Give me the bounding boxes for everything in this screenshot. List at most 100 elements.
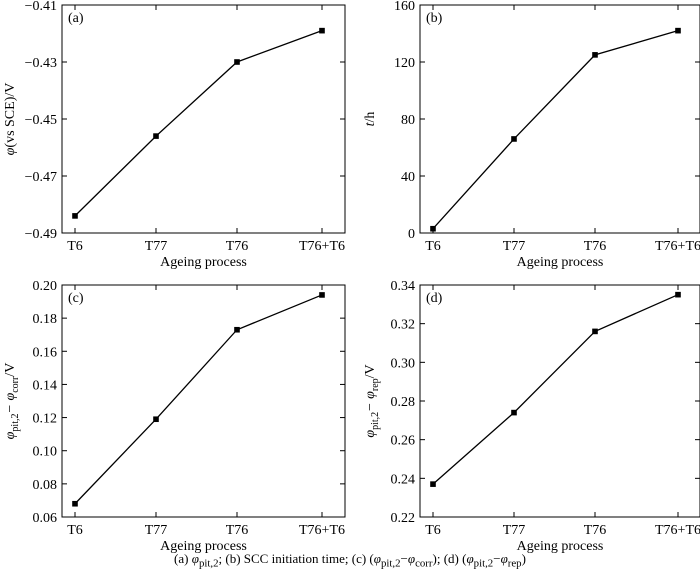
y-tick-label: −0.45 xyxy=(25,113,57,128)
x-tick-label: T76+T6 xyxy=(655,239,700,254)
caption-c-minus: − xyxy=(400,551,408,566)
panel-label: (c) xyxy=(68,291,84,306)
y-axis-label-unit: /h xyxy=(363,112,378,123)
y-tick-label: 0.06 xyxy=(33,511,58,526)
y-tick-label: 0.26 xyxy=(391,434,416,449)
y-tick-label: −0.49 xyxy=(25,227,57,242)
y-axis-label: φpit,2− φcorr/V xyxy=(3,363,21,440)
data-point xyxy=(430,481,436,487)
caption-d-symbol-1: φ xyxy=(466,551,474,566)
data-point xyxy=(319,292,325,298)
y-tick-label: −0.47 xyxy=(25,170,57,185)
panel-label: (d) xyxy=(426,291,443,306)
y-tick-label: 0.12 xyxy=(33,412,58,427)
panel-c: (c) 0.06 0.08 0.10 0.12 0.14 0.16 0.18 0.20 T6 T77… xyxy=(3,279,346,554)
y-axis-label: t/h xyxy=(363,112,378,127)
data-point xyxy=(511,136,517,142)
y-axis-label-minus: − φ xyxy=(3,393,18,414)
y-axis-label-minus: − φ xyxy=(363,391,378,412)
y-tick-label: 80 xyxy=(401,113,415,128)
figure-caption: (a) φpit,2; (b) SCC initiation time; (c)… xyxy=(0,551,700,570)
y-tick-label: 0.30 xyxy=(391,356,416,371)
caption-separator-1: ; (b) SCC initiation time; (c) ( xyxy=(218,551,374,566)
y-tick-label: 0.14 xyxy=(33,378,58,393)
plot-frame xyxy=(61,4,346,234)
caption-separator-2: ); (d) ( xyxy=(432,551,467,566)
series-line xyxy=(74,294,323,505)
y-tick-label: 0.24 xyxy=(391,472,416,487)
y-tick-label: 0.16 xyxy=(33,345,58,360)
y-tick-label: 0.22 xyxy=(391,511,416,526)
panel-label: (b) xyxy=(426,11,443,26)
plot-frame xyxy=(419,4,700,234)
series-line xyxy=(74,30,323,217)
plot-frame xyxy=(419,284,700,518)
x-axis-label: Ageing process xyxy=(160,255,247,270)
x-tick-label: T76 xyxy=(584,239,607,254)
y-tick-label: 0.28 xyxy=(391,395,416,410)
caption-d-symbol-2: φ xyxy=(500,551,508,566)
x-tick-label: T6 xyxy=(67,239,83,254)
data-point xyxy=(430,225,436,232)
caption-d-minus: − xyxy=(493,551,501,566)
x-tick-label: T76 xyxy=(226,239,249,254)
y-tick-label: 0 xyxy=(408,227,415,242)
panel-b: (b) 0 40 80 120 160 T6 T77 T76 T76+T6 Ageing proce… xyxy=(363,0,700,270)
y-tick-label: 120 xyxy=(394,56,415,71)
data-point xyxy=(675,27,681,34)
data-point xyxy=(511,409,517,416)
series-line xyxy=(432,294,679,485)
data-point xyxy=(592,52,598,58)
data-point xyxy=(234,59,240,65)
y-tick-label: 0.34 xyxy=(391,279,416,294)
y-axis-label-subscript: pit,2 xyxy=(10,414,21,432)
x-tick-label: T6 xyxy=(425,523,441,538)
data-point xyxy=(153,133,159,139)
x-tick-label: T76+T6 xyxy=(655,523,700,538)
x-tick-label: T6 xyxy=(67,523,83,538)
panel-d: (d) 0.22 0.24 0.26 0.28 0.30 0.32 0.34 T6 T77 T76 T… xyxy=(363,279,700,554)
panel-a: (a) −0.49 −0.47 −0.45 −0.43 −0.41 T6 T77 T76 T76+… xyxy=(3,0,346,270)
caption-c-subscript-2: corr xyxy=(415,557,433,570)
data-point xyxy=(72,213,78,219)
series-line xyxy=(432,30,679,230)
x-tick-label: T76+T6 xyxy=(299,523,345,538)
y-axis-label-symbol: φ xyxy=(363,430,378,438)
x-axis-label: Ageing process xyxy=(517,255,604,270)
caption-c-symbol-1: φ xyxy=(373,551,381,566)
y-tick-label: −0.43 xyxy=(25,56,57,71)
caption-c-subscript-1: pit,2 xyxy=(380,557,401,570)
y-tick-label: 0.10 xyxy=(33,445,58,460)
data-point xyxy=(319,27,325,34)
caption-end: ) xyxy=(521,551,526,566)
y-axis-label-symbol: φ xyxy=(3,431,18,439)
y-tick-label: 0.20 xyxy=(33,279,58,294)
x-tick-label: T77 xyxy=(503,523,526,538)
y-tick-label: 0.32 xyxy=(391,318,416,333)
y-axis-label-symbol: φ xyxy=(3,147,18,155)
data-point xyxy=(234,326,240,333)
y-axis-label-unit: /V xyxy=(3,363,18,377)
data-point xyxy=(675,291,681,298)
caption-a-symbol: φ xyxy=(191,551,199,566)
y-axis-label: φ(vs SCE)/V xyxy=(3,83,18,156)
panel-label: (a) xyxy=(68,11,84,26)
x-tick-label: T77 xyxy=(145,523,168,538)
y-axis-label-subscript-2: rep xyxy=(370,378,381,391)
caption-a-subscript: pit,2 xyxy=(198,557,219,570)
x-axis-label: Ageing process xyxy=(160,539,247,554)
x-tick-label: T76 xyxy=(226,523,249,538)
caption-a-label: (a) xyxy=(174,551,189,566)
x-tick-label: T77 xyxy=(503,239,526,254)
x-tick-label: T76+T6 xyxy=(299,239,345,254)
y-axis-label-subscript-2: corr xyxy=(10,376,21,393)
y-axis-label: φpit,2− φrep/V xyxy=(363,364,381,437)
y-axis-label-unit: /V xyxy=(363,364,378,378)
caption-d-subscript-1: pit,2 xyxy=(473,557,494,570)
data-point xyxy=(592,328,598,335)
x-axis-label: Ageing process xyxy=(517,539,604,554)
y-axis-label-unit: (vs SCE)/V xyxy=(3,83,18,148)
y-tick-label: 40 xyxy=(401,170,415,185)
data-point xyxy=(153,416,159,423)
